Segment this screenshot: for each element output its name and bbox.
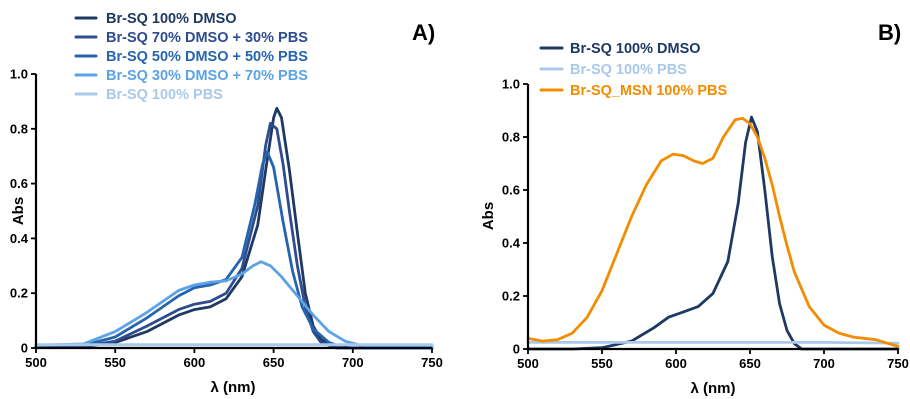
legend-label-a-4: Br-SQ 30% DMSO + 70% PBS <box>106 68 308 84</box>
ticks-a: 500 550 600 650 700 750 0 0.2 0.4 0.6 0.8 1.0 <box>10 67 443 371</box>
panel-label-b: B) <box>878 20 901 45</box>
legend-a: Br-SQ 100% DMSO Br-SQ 70% DMSO + 30% PBS B… <box>74 11 308 103</box>
plot-area-b <box>526 115 900 351</box>
legend-label-a-5: Br-SQ 100% PBS <box>106 87 223 103</box>
series-line-b-1 <box>526 115 900 351</box>
y-tick-label-b-3: 0.6 <box>502 183 520 198</box>
y-axis-title-a: Abs <box>10 197 27 225</box>
chart-panel-a: A) 500 550 600 650 700 750 0 0.2 0.4 0.6 0.8 1.0 λ … <box>10 11 443 396</box>
y-tick-label-b-5: 1.0 <box>502 77 520 92</box>
legend-label-a-2: Br-SQ 70% DMSO + 30% PBS <box>106 30 308 46</box>
y-tick-label-a-2: 0.4 <box>10 231 29 246</box>
series-line-a-1 <box>34 106 434 350</box>
y-tick-label-a-5: 1.0 <box>10 67 28 82</box>
x-tick-label-a-750: 750 <box>421 355 443 370</box>
y-tick-label-a-4: 0.8 <box>10 121 28 136</box>
y-tick-label-b-2: 0.4 <box>502 236 521 251</box>
x-axis-title-b: λ (nm) <box>691 380 736 397</box>
legend-label-b-3: Br-SQ_MSN 100% PBS <box>570 83 727 99</box>
legend-label-b-2: Br-SQ 100% PBS <box>570 62 687 78</box>
y-tick-label-b-4: 0.8 <box>502 130 520 145</box>
series-line-b-3 <box>526 117 900 348</box>
y-axis-title-b: Abs <box>480 202 497 230</box>
x-tick-label-a-650: 650 <box>263 355 285 370</box>
x-tick-label-a-500: 500 <box>25 355 47 370</box>
x-tick-label-b-500: 500 <box>517 356 539 371</box>
x-tick-label-a-550: 550 <box>104 355 126 370</box>
chart-panel-b: B) 500 550 600 650 700 750 0 0.2 0.4 0.6 0.8 1.0 λ … <box>480 20 909 397</box>
legend-label-a-3: Br-SQ 50% DMSO + 50% PBS <box>106 49 308 65</box>
x-tick-label-b-700: 700 <box>813 356 835 371</box>
x-tick-label-b-650: 650 <box>739 356 761 371</box>
y-tick-label-a-3: 0.6 <box>10 176 28 191</box>
y-tick-label-b-1: 0.2 <box>502 289 520 304</box>
x-tick-label-b-550: 550 <box>591 356 613 371</box>
panel-label-a: A) <box>412 20 435 45</box>
y-tick-label-a-0: 0 <box>21 341 28 356</box>
y-tick-label-a-1: 0.2 <box>10 286 28 301</box>
x-tick-label-b-750: 750 <box>887 356 909 371</box>
series-line-a-3 <box>34 150 434 350</box>
legend-label-a-1: Br-SQ 100% DMSO <box>106 11 237 27</box>
x-axis-title-a: λ (nm) <box>211 379 256 396</box>
x-tick-label-a-700: 700 <box>342 355 364 370</box>
legend-b: Br-SQ 100% DMSO Br-SQ 100% PBS Br-SQ_MSN 1… <box>539 41 727 99</box>
series-line-a-4 <box>34 260 434 348</box>
plot-area-a <box>34 106 434 350</box>
series-line-a-2 <box>34 121 434 350</box>
y-tick-label-b-0: 0 <box>513 342 520 357</box>
x-tick-label-b-600: 600 <box>665 356 687 371</box>
x-tick-label-a-600: 600 <box>184 355 206 370</box>
legend-label-b-1: Br-SQ 100% DMSO <box>570 41 701 57</box>
ticks-b: 500 550 600 650 700 750 0 0.2 0.4 0.6 0.8 1.0 <box>502 77 909 372</box>
series-line-b-2 <box>526 341 900 345</box>
